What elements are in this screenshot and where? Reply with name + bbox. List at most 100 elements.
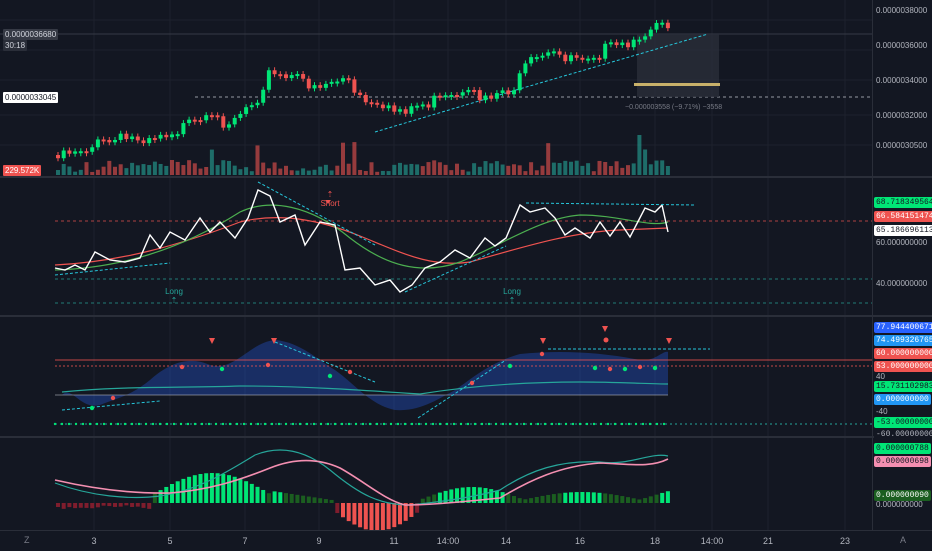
volume-bar bbox=[118, 164, 123, 175]
volume-bar bbox=[460, 169, 465, 175]
osc-dot bbox=[599, 422, 603, 426]
volume-bar bbox=[113, 166, 117, 175]
osc-dot bbox=[249, 422, 253, 426]
rsi-badge-white: 65.186696113 bbox=[874, 225, 932, 236]
macd-hist-bar bbox=[375, 503, 380, 530]
macd-hist-bar bbox=[586, 492, 591, 503]
candle bbox=[152, 138, 157, 141]
volume-bar bbox=[415, 164, 420, 175]
candle bbox=[141, 140, 146, 144]
candle bbox=[517, 73, 522, 91]
volume-bar bbox=[147, 165, 152, 175]
osc-dot bbox=[508, 422, 512, 426]
macd-hist-bar bbox=[426, 496, 431, 503]
macd-hist-bar bbox=[648, 496, 653, 503]
volume-bar bbox=[626, 165, 630, 175]
candle bbox=[466, 89, 471, 93]
macd-hist-bar bbox=[209, 473, 214, 503]
auto-scale-icon[interactable]: A bbox=[900, 535, 907, 545]
osc-signal-dot bbox=[265, 362, 271, 368]
osc-signal-dot bbox=[110, 395, 116, 401]
osc-dot bbox=[242, 422, 246, 426]
osc-trend-3 bbox=[417, 359, 507, 419]
osc-dot bbox=[592, 422, 596, 426]
candle bbox=[534, 57, 539, 60]
candle bbox=[95, 139, 100, 148]
candle bbox=[540, 55, 545, 58]
candle bbox=[238, 113, 243, 118]
osc-badge: 15.731102983 bbox=[874, 381, 932, 392]
macd-hist-bar bbox=[654, 494, 659, 503]
osc-dot bbox=[459, 422, 463, 426]
osc-dot bbox=[662, 422, 666, 426]
candle bbox=[512, 90, 516, 95]
candle bbox=[56, 155, 60, 159]
candle bbox=[101, 139, 106, 142]
macd-hist-bar bbox=[494, 490, 499, 503]
candle bbox=[369, 102, 374, 105]
macd-hist-bar bbox=[489, 489, 494, 503]
osc-badge: -60.000000000 bbox=[874, 429, 932, 440]
volume-bar bbox=[443, 164, 448, 175]
candle bbox=[318, 85, 323, 88]
candle bbox=[192, 119, 197, 122]
time-axis[interactable] bbox=[0, 530, 932, 551]
macd-hist-bar bbox=[529, 498, 534, 503]
timezone-icon[interactable]: Z bbox=[24, 535, 30, 545]
volume-bar bbox=[546, 143, 551, 175]
osc-dot bbox=[354, 422, 358, 426]
volume-label: 229.572K bbox=[3, 165, 42, 176]
osc-dot bbox=[417, 422, 421, 426]
macd-line-green bbox=[54, 449, 669, 506]
time-tick: 18 bbox=[649, 536, 661, 546]
osc-dot bbox=[403, 422, 407, 426]
volume-bar bbox=[175, 161, 180, 175]
candle bbox=[118, 133, 123, 140]
macd-hist-bar bbox=[643, 498, 648, 503]
time-tick: 3 bbox=[91, 536, 97, 546]
macd-line-pink bbox=[54, 458, 669, 506]
macd-hist-bar bbox=[301, 495, 306, 503]
macd-hist-bar bbox=[295, 494, 300, 503]
measure-box bbox=[637, 34, 719, 97]
candle bbox=[209, 115, 214, 118]
candle bbox=[341, 78, 345, 82]
macd-hist-bar bbox=[369, 503, 374, 530]
osc-dot bbox=[480, 422, 484, 426]
pane-separator[interactable] bbox=[0, 436, 932, 438]
osc-dot bbox=[578, 422, 582, 426]
candle bbox=[392, 105, 397, 112]
osc-dot bbox=[550, 422, 554, 426]
volume-bar bbox=[403, 164, 408, 175]
volume-bar bbox=[386, 171, 391, 175]
candle bbox=[580, 57, 585, 60]
candle bbox=[614, 42, 619, 46]
osc-dot bbox=[130, 422, 134, 426]
osc-signal-dot bbox=[592, 365, 598, 371]
osc-dot bbox=[564, 422, 568, 426]
osc-dot bbox=[466, 422, 470, 426]
pane-separator[interactable] bbox=[0, 315, 932, 317]
osc-dot bbox=[207, 422, 211, 426]
volume-bar bbox=[78, 169, 83, 175]
osc-dot bbox=[326, 422, 330, 426]
volume-bar bbox=[489, 163, 494, 175]
volume-bar bbox=[494, 161, 499, 175]
candle bbox=[654, 22, 659, 30]
macd-badge: 0.000000090 bbox=[874, 490, 931, 501]
osc-dot bbox=[60, 422, 64, 426]
pane-separator[interactable] bbox=[0, 176, 932, 178]
volume-bar bbox=[426, 162, 431, 175]
volume-bar bbox=[591, 171, 596, 175]
candle bbox=[124, 133, 129, 140]
candle bbox=[455, 95, 459, 98]
osc-dot bbox=[368, 422, 372, 426]
chart-canvas[interactable] bbox=[0, 0, 872, 530]
osc-signal-dot bbox=[622, 366, 628, 372]
price-axis[interactable] bbox=[872, 0, 932, 530]
osc-dot bbox=[396, 422, 400, 426]
macd-hist-bar bbox=[335, 503, 340, 514]
candle bbox=[147, 138, 152, 144]
volume-bar bbox=[654, 160, 659, 175]
